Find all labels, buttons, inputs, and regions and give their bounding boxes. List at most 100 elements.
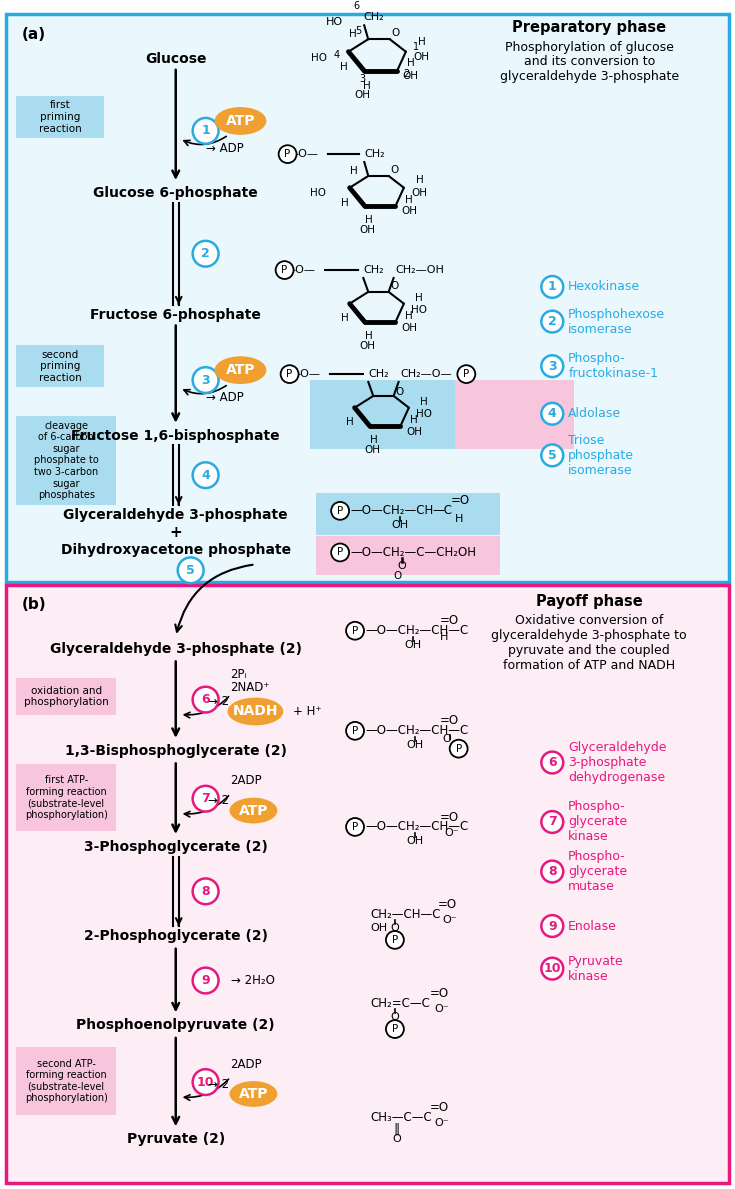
Text: —O—CH₂—CH—C: —O—CH₂—CH—C [365,624,468,637]
Text: =O: =O [440,615,459,628]
Bar [7,14,728,583]
Text: 4: 4 [548,408,556,420]
Text: 10: 10 [544,962,561,975]
Text: OH: OH [403,71,419,81]
Text: H: H [351,166,358,176]
Text: =O: =O [430,1101,449,1114]
Text: 8: 8 [548,866,556,877]
Text: Payoff phase: Payoff phase [536,593,642,609]
Text: glyceraldehyde 3-phosphate to: glyceraldehyde 3-phosphate to [491,629,687,642]
Circle shape [193,786,218,812]
Text: Glyceraldehyde 3-phosphate (2): Glyceraldehyde 3-phosphate (2) [50,642,302,655]
Text: → 2: → 2 [207,794,229,807]
Text: H: H [363,81,370,92]
Text: 7: 7 [548,816,556,829]
Text: 5: 5 [186,564,195,577]
Text: 10: 10 [197,1076,215,1089]
Circle shape [346,622,364,640]
Text: Phosphorylation of glucose: Phosphorylation of glucose [505,40,673,54]
Text: Preparatory phase: Preparatory phase [512,20,666,34]
Text: 4: 4 [334,50,340,59]
Bar [455,380,574,449]
Text: first
priming
reaction: first priming reaction [39,100,82,133]
Text: P: P [337,505,343,516]
Text: OH: OH [406,740,423,750]
Text: H: H [410,415,418,426]
Bar [16,345,104,386]
Text: HO: HO [309,188,326,197]
Text: O: O [390,281,398,291]
Text: —O—: —O— [284,265,315,275]
Circle shape [542,811,563,832]
Bar [16,96,104,138]
Text: OH: OH [391,520,409,530]
Text: Triose
phosphate
isomerase: Triose phosphate isomerase [568,434,634,477]
Text: O: O [392,1134,401,1144]
Circle shape [279,145,296,163]
Text: —O—: —O— [287,149,318,159]
Text: 5: 5 [355,26,362,37]
Circle shape [542,310,563,333]
Text: Glucose: Glucose [145,52,207,67]
Text: —C: —C [433,504,453,517]
Text: (a): (a) [21,27,46,43]
Text: ATP: ATP [239,1087,268,1101]
Text: CH₂: CH₂ [364,149,384,159]
Circle shape [193,118,218,144]
Text: P: P [392,1024,398,1034]
Text: second
priming
reaction: second priming reaction [39,350,82,383]
Circle shape [193,367,218,392]
Text: H: H [415,292,423,303]
Bar [7,585,728,1183]
Text: ATP: ATP [226,114,255,128]
Circle shape [193,879,218,904]
Text: CH₂—CH—C: CH₂—CH—C [370,907,440,920]
Bar [16,416,116,505]
Text: Aldolase: Aldolase [568,408,621,420]
Text: OH: OH [401,323,417,333]
Text: CH₂—O—: CH₂—O— [401,369,452,379]
Text: 6: 6 [548,756,556,769]
Text: H: H [406,195,413,206]
Text: Dihydroxyacetone phosphate: Dihydroxyacetone phosphate [61,543,291,558]
Text: → 2H₂O: → 2H₂O [231,974,274,987]
Text: ATP: ATP [226,363,255,377]
Circle shape [542,445,563,466]
Circle shape [331,502,349,520]
Text: O: O [442,734,451,744]
Text: 2Pᵢ: 2Pᵢ [231,668,247,681]
Text: oxidation and
phosphorylation: oxidation and phosphorylation [24,686,109,707]
Circle shape [276,262,293,279]
Text: 1: 1 [548,281,556,294]
Text: ‖: ‖ [394,1122,400,1135]
Text: 2: 2 [548,315,556,328]
Text: P: P [284,149,291,159]
Text: —O—CH₂—CH—C: —O—CH₂—CH—C [365,820,468,833]
Circle shape [193,687,218,712]
Text: OH: OH [370,923,387,933]
Text: OH: OH [406,836,423,845]
Circle shape [542,751,563,773]
Ellipse shape [228,698,283,725]
Ellipse shape [215,107,266,134]
Text: H: H [370,435,378,445]
Text: =O: =O [451,495,470,508]
Text: OH: OH [414,51,430,62]
Ellipse shape [215,357,266,384]
Text: OH: OH [406,427,423,438]
Text: O: O [392,29,400,38]
Bar [16,678,116,716]
Text: CH₂=C—C: CH₂=C—C [370,996,430,1009]
Text: H: H [349,30,357,39]
Text: glyceraldehyde 3-phosphate: glyceraldehyde 3-phosphate [500,70,678,83]
Text: second ATP-
forming reaction
(substrate-level
phosphorylation): second ATP- forming reaction (substrate-… [25,1058,107,1103]
Text: 2ADP: 2ADP [231,1058,262,1071]
Text: Enolase: Enolase [568,919,617,932]
Text: —O—CH₂—CH: —O—CH₂—CH [350,504,434,517]
Circle shape [193,1069,218,1095]
Text: HO: HO [311,52,326,63]
Text: OH: OH [359,341,375,351]
Text: 2-Phosphoglycerate (2): 2-Phosphoglycerate (2) [84,929,268,943]
Text: and its conversion to: and its conversion to [523,56,655,69]
Text: HO: HO [411,304,427,315]
